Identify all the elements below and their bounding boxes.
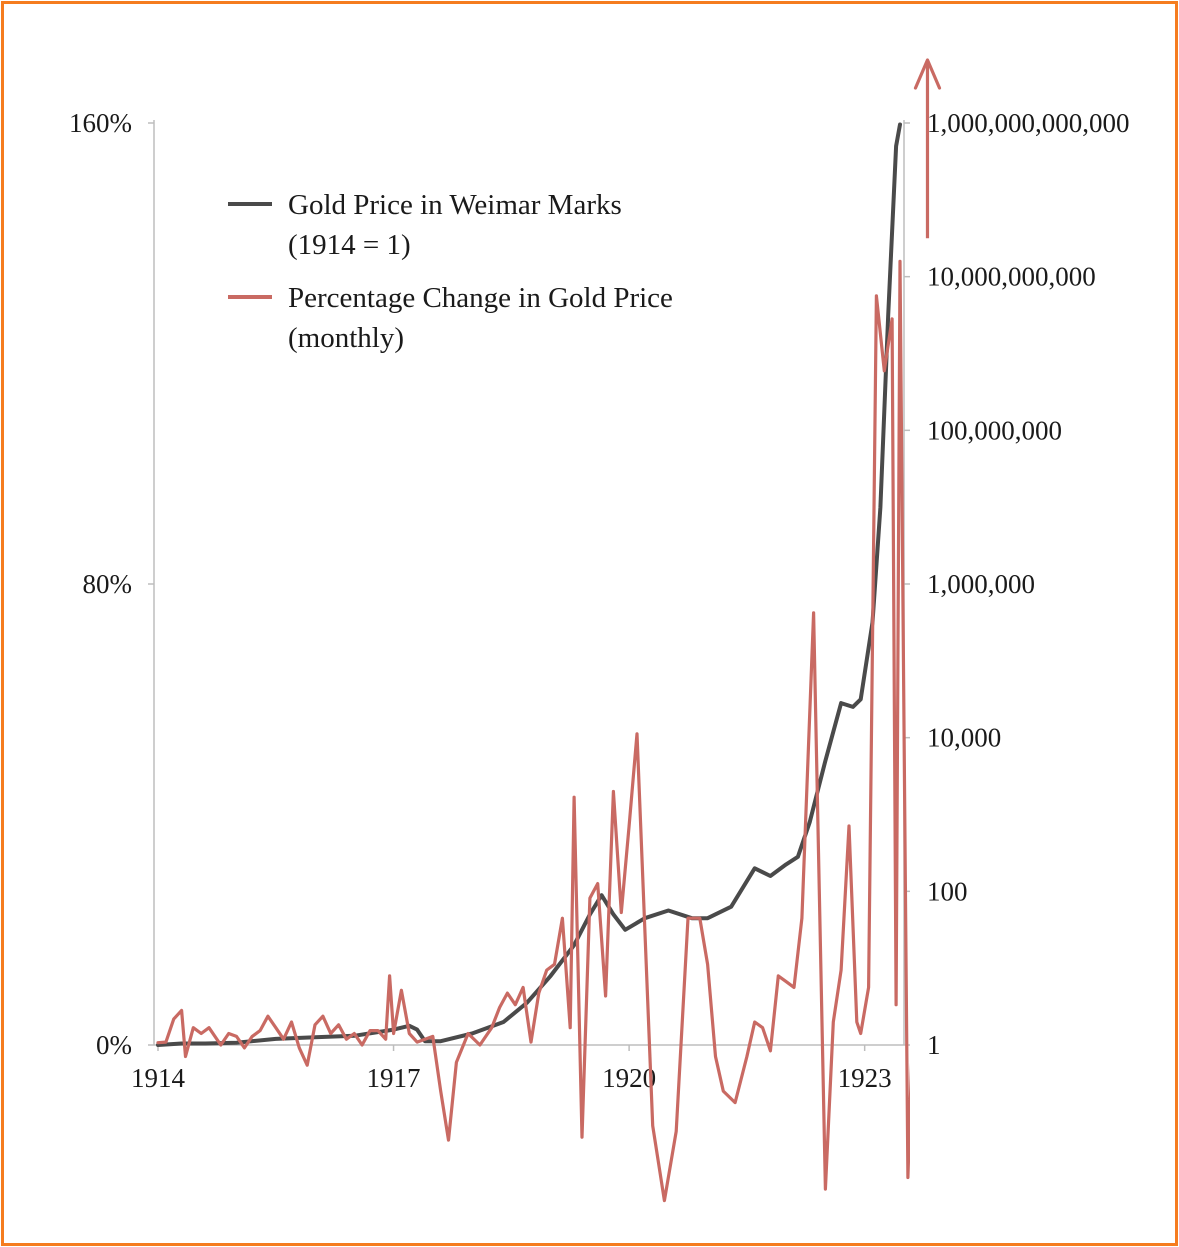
right-y-tick-label: 1,000,000 [927, 569, 1035, 599]
right-y-tick-label: 100 [927, 876, 968, 906]
x-tick-label: 1923 [838, 1063, 892, 1093]
legend: Gold Price in Weimar Marks (1914 = 1) Perc… [228, 189, 673, 354]
right-y-tick-label: 1,000,000,000,000 [927, 108, 1130, 138]
x-tick-label: 1914 [131, 1063, 186, 1093]
right-y-tick-label: 10,000 [927, 723, 1001, 753]
legend-label: Percentage Change in Gold Price [288, 282, 673, 314]
left-y-tick-label: 160% [69, 108, 132, 138]
series-line-percentage-change [156, 259, 910, 1203]
right-y-tick-label: 1 [927, 1030, 941, 1060]
legend-label: Gold Price in Weimar Marks [288, 189, 622, 221]
left-y-tick-label: 80% [83, 569, 133, 599]
x-tick-label: 1920 [602, 1063, 656, 1093]
series-line-gold-price [156, 122, 902, 1047]
off-scale-arrow-icon [913, 58, 942, 90]
x-tick-label: 1917 [367, 1063, 421, 1093]
right-y-tick-label: 10,000,000,000 [927, 262, 1096, 292]
legend-sublabel: (monthly) [288, 322, 404, 354]
legend-sublabel: (1914 = 1) [288, 229, 411, 261]
right-y-tick-label: 100,000,000 [927, 415, 1062, 445]
left-y-tick-label: 0% [96, 1030, 132, 1060]
